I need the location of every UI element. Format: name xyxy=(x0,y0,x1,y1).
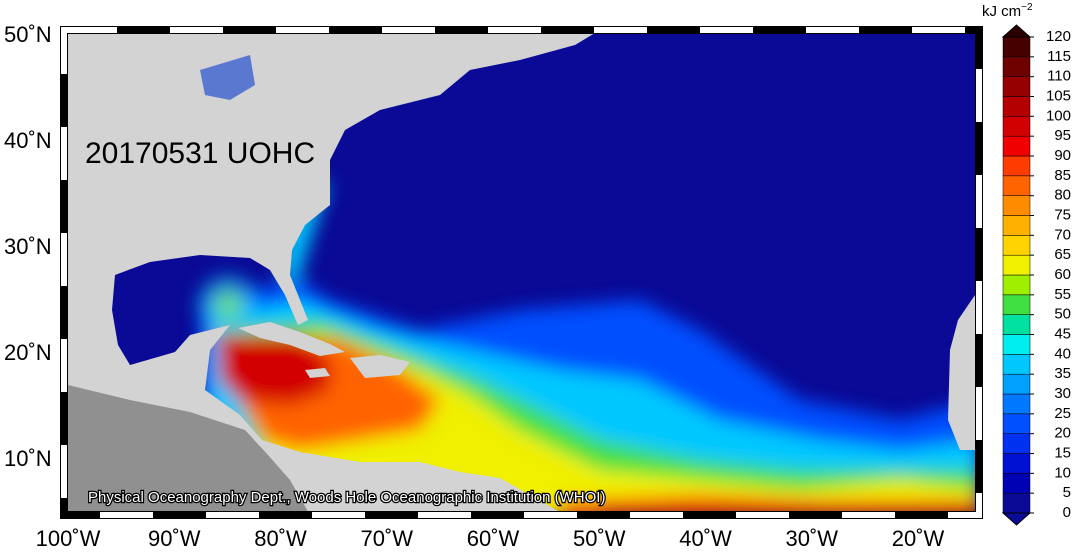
colorbar-segment xyxy=(1002,116,1031,137)
colorbar-tick-label: 85 xyxy=(1054,167,1071,184)
colorbar-tick-label: 120 xyxy=(1046,28,1071,45)
colorbar-segment xyxy=(1002,36,1031,58)
colorbar-tick-label: 115 xyxy=(1047,48,1071,65)
colorbar-tick-label: 50 xyxy=(1054,306,1071,323)
unit: kJ cm xyxy=(982,3,1021,20)
colorbar-tick-label: 20 xyxy=(1054,425,1071,442)
colorbar-tick-label: 15 xyxy=(1054,444,1071,461)
colorbar-tick-label: 95 xyxy=(1054,127,1071,144)
colorbar-tick-label: 25 xyxy=(1054,405,1071,422)
colorbar-segment xyxy=(1002,135,1031,157)
colorbar-segment xyxy=(1002,235,1031,256)
colorbar-unit: kJ cm−2 xyxy=(982,2,1033,20)
colorbar-tick-label: 80 xyxy=(1054,187,1071,204)
jamaica xyxy=(305,368,330,378)
colorbar-segment xyxy=(1002,314,1031,335)
north-america xyxy=(68,30,600,515)
colorbar-segment xyxy=(1002,254,1031,276)
colorbar-tick-label: 65 xyxy=(1054,246,1071,263)
colorbar-segment xyxy=(1002,56,1031,77)
africa xyxy=(948,295,975,450)
lon-label: 80˚W xyxy=(254,526,307,550)
colorbar-tick-label: 55 xyxy=(1054,286,1071,303)
colorbar-segment xyxy=(1002,473,1031,494)
colorbar-tick-label: 90 xyxy=(1054,147,1071,164)
colorbar-tick-label: 45 xyxy=(1054,325,1071,342)
colorbar-segment xyxy=(1002,433,1031,454)
lon-label: 50˚W xyxy=(573,526,626,550)
colorbar-tick-label: 70 xyxy=(1054,226,1071,243)
colorbar-tick-label: 105 xyxy=(1046,87,1071,104)
colorbar-segment xyxy=(1002,334,1031,355)
colorbar-segment xyxy=(1002,373,1031,395)
colorbar-tick-label: 60 xyxy=(1054,266,1071,283)
colorbar-tick-label: 30 xyxy=(1054,385,1071,402)
cuba xyxy=(238,322,345,356)
lat-label: 30˚N xyxy=(4,234,52,259)
lat-label: 50˚N xyxy=(4,22,52,47)
colorbar-segment xyxy=(1002,96,1031,117)
colorbar-segment xyxy=(1002,413,1031,434)
lon-label: 40˚W xyxy=(679,526,732,550)
colorbar-segment xyxy=(1002,215,1031,236)
pacific xyxy=(68,385,310,515)
colorbar-arrow-top xyxy=(1001,24,1032,38)
map-frame-dashes xyxy=(61,27,982,518)
hispaniola xyxy=(350,355,410,378)
colorbar-segment xyxy=(1002,393,1031,415)
lon-label: 60˚W xyxy=(467,526,520,550)
lon-label: 70˚W xyxy=(360,526,413,550)
colorbar-segment xyxy=(1002,76,1031,97)
lon-label: 90˚W xyxy=(148,526,201,550)
colorbar-tick-label: 10 xyxy=(1054,464,1071,481)
colorbar-segment xyxy=(1002,195,1031,216)
colorbar-segment xyxy=(1002,453,1031,474)
map-area xyxy=(68,30,975,515)
colorbar-segment xyxy=(1002,274,1031,296)
credit: Physical Oceanography Dept., Woods Hole … xyxy=(88,489,605,506)
colorbar-segment xyxy=(1002,354,1031,375)
colorbar-tick-label: 110 xyxy=(1047,68,1071,85)
great-lakes xyxy=(200,55,255,100)
lon-label: 30˚W xyxy=(785,526,838,550)
lat-label: 10˚N xyxy=(4,446,52,471)
colorbar-segment xyxy=(1002,492,1031,514)
colorbar-segment xyxy=(1002,294,1031,315)
map-title: 20170531 UOHC xyxy=(85,137,315,170)
colorbar-arrow-bottom xyxy=(1001,512,1032,526)
colorbar-tick-label: 0 xyxy=(1063,504,1071,521)
colorbar-tick-label: 35 xyxy=(1054,365,1071,382)
lat-label: 40˚N xyxy=(4,128,52,153)
lat-label: 20˚N xyxy=(4,340,52,365)
lon-label: 20˚W xyxy=(892,526,945,550)
colorbar-segment xyxy=(1002,175,1031,196)
colorbar-tick-label: 40 xyxy=(1054,345,1071,362)
colorbar-tick-label: 75 xyxy=(1054,206,1071,223)
unit-exponent: −2 xyxy=(1021,2,1033,13)
colorbar-segment xyxy=(1002,155,1031,177)
lon-label: 100˚W xyxy=(36,526,101,550)
colorbar-tick-label: 100 xyxy=(1046,107,1071,124)
colorbar-tick-label: 5 xyxy=(1063,484,1071,501)
